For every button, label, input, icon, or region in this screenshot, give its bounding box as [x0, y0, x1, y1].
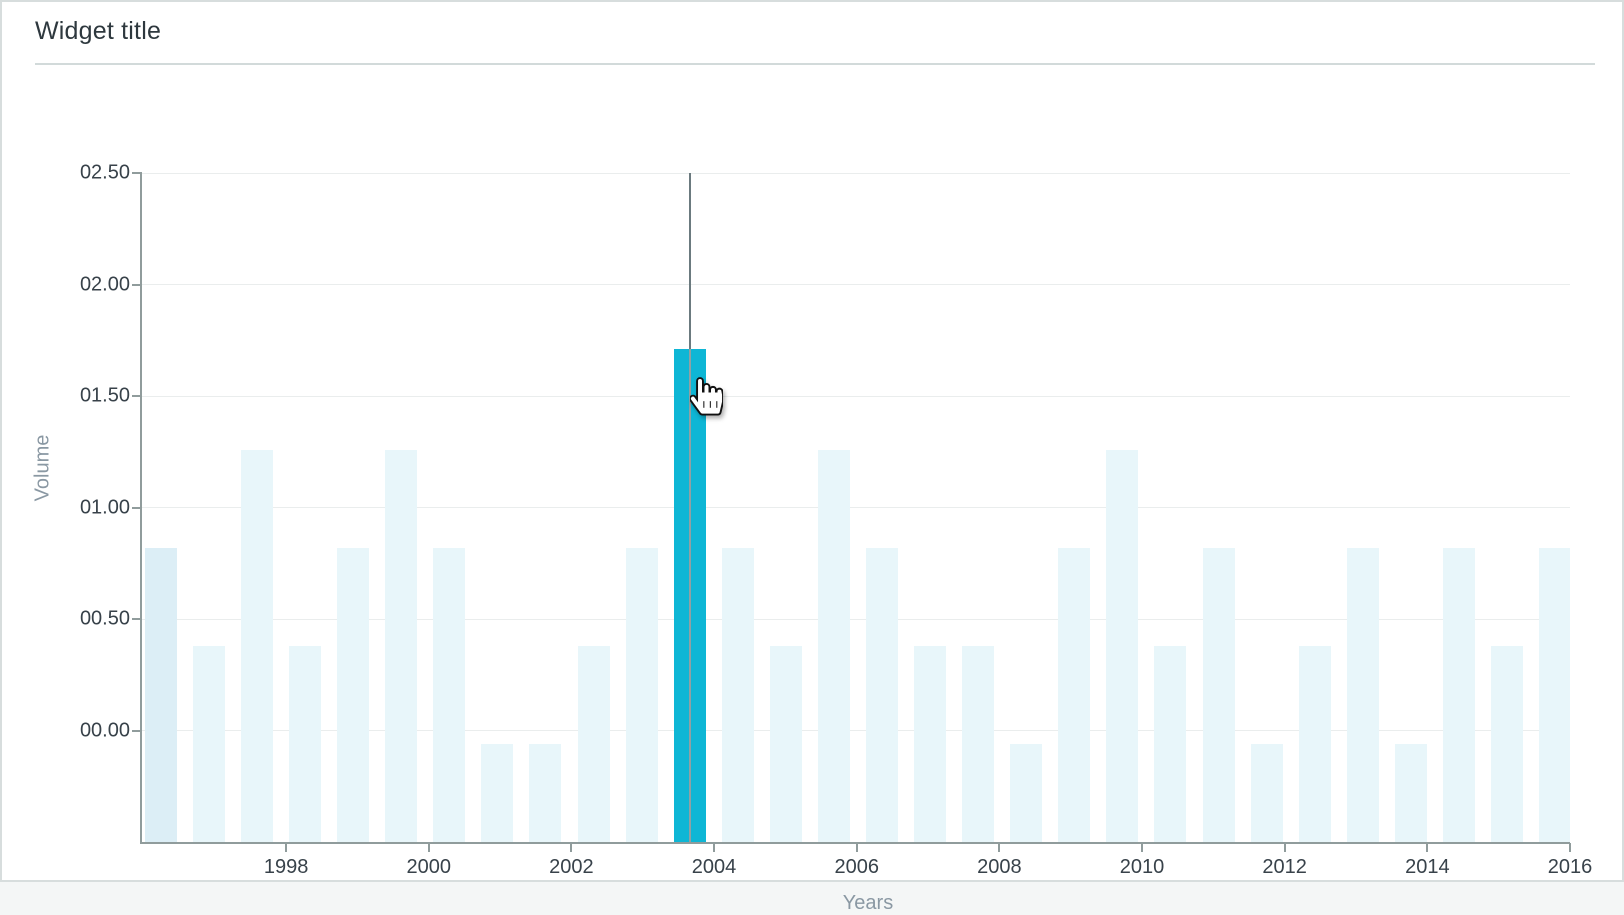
y-axis-line [140, 173, 142, 844]
x-tick-label: 2008 [977, 856, 1022, 878]
bar[interactable] [1106, 449, 1139, 842]
bar[interactable] [721, 547, 754, 842]
plot-area [142, 173, 1570, 842]
x-tick-label: 2012 [1262, 856, 1307, 878]
bar[interactable] [337, 547, 370, 842]
gridline [142, 730, 1570, 731]
bar[interactable] [433, 547, 466, 842]
y-tick-mark [132, 283, 142, 286]
bar[interactable] [240, 449, 273, 842]
bar[interactable] [1491, 645, 1524, 842]
x-tick-mark [1141, 843, 1144, 852]
crosshair-line-lower [688, 349, 691, 842]
x-tick-mark [570, 843, 573, 852]
bar[interactable] [866, 547, 898, 842]
x-tick-label: 2002 [549, 856, 594, 878]
volume-bar-chart: Volume Years 02.50 02.00 01.50 01.00 00.50 00… [2, 65, 1622, 915]
bar[interactable] [289, 645, 322, 842]
bar[interactable] [625, 547, 658, 842]
x-tick-mark [285, 843, 288, 852]
bar[interactable] [1250, 743, 1283, 842]
x-tick-label: 2016 [1547, 856, 1593, 878]
bar[interactable] [1346, 547, 1379, 842]
x-tick-label: 2004 [691, 856, 737, 878]
bar[interactable] [385, 449, 418, 842]
y-tick-label: 02.50 [79, 161, 130, 184]
bar[interactable] [962, 645, 995, 842]
x-tick-label: 2010 [1119, 856, 1165, 878]
bar[interactable] [1298, 645, 1331, 842]
y-tick-mark [132, 172, 142, 174]
bar[interactable] [769, 645, 802, 842]
x-tick-mark [713, 843, 716, 852]
bar[interactable] [1202, 547, 1235, 842]
x-tick-label: 2006 [834, 856, 879, 878]
hand-pointer-cursor [690, 377, 723, 416]
title-separator [35, 63, 1595, 65]
x-tick-mark [998, 843, 1001, 852]
x-tick-mark [1283, 843, 1286, 852]
bar[interactable] [817, 449, 850, 842]
bar[interactable] [144, 547, 177, 842]
y-tick-mark [132, 395, 142, 397]
gridline [142, 173, 1570, 174]
x-tick-mark [1569, 843, 1571, 852]
x-tick-mark [1426, 843, 1429, 852]
bar[interactable] [577, 645, 610, 842]
y-tick-label: 01.00 [79, 496, 130, 518]
y-tick-label: 00.50 [79, 607, 130, 630]
gridline [142, 284, 1570, 285]
gridline [142, 618, 1570, 620]
bar[interactable] [1539, 547, 1570, 842]
gridline [142, 507, 1570, 508]
bar[interactable] [481, 743, 514, 842]
x-tick-label: 2000 [406, 856, 451, 878]
widget-title: Widget title [35, 17, 162, 45]
y-tick-label: 01.50 [79, 384, 130, 407]
bar[interactable] [529, 743, 562, 842]
x-axis-title: Years [842, 892, 894, 914]
bar[interactable] [914, 645, 947, 842]
bar[interactable] [1010, 743, 1043, 842]
x-tick-mark [855, 843, 858, 852]
x-tick-label: 1998 [263, 856, 309, 878]
crosshair-line-upper [688, 173, 691, 350]
bar[interactable] [1058, 547, 1091, 842]
bar[interactable] [192, 645, 225, 842]
y-tick-label: 00.00 [79, 719, 130, 741]
y-tick-mark [132, 618, 142, 620]
y-tick-mark [132, 729, 142, 732]
y-tick-mark [132, 506, 142, 509]
bar[interactable] [1154, 645, 1187, 842]
x-tick-label: 2014 [1405, 856, 1450, 878]
bar[interactable] [1394, 743, 1427, 842]
y-axis-title: Volume [31, 434, 54, 502]
gridline [142, 395, 1570, 397]
bar[interactable] [1442, 547, 1475, 842]
x-tick-mark [427, 843, 430, 852]
x-axis-line [140, 842, 1570, 844]
y-tick-label: 02.00 [79, 273, 130, 295]
